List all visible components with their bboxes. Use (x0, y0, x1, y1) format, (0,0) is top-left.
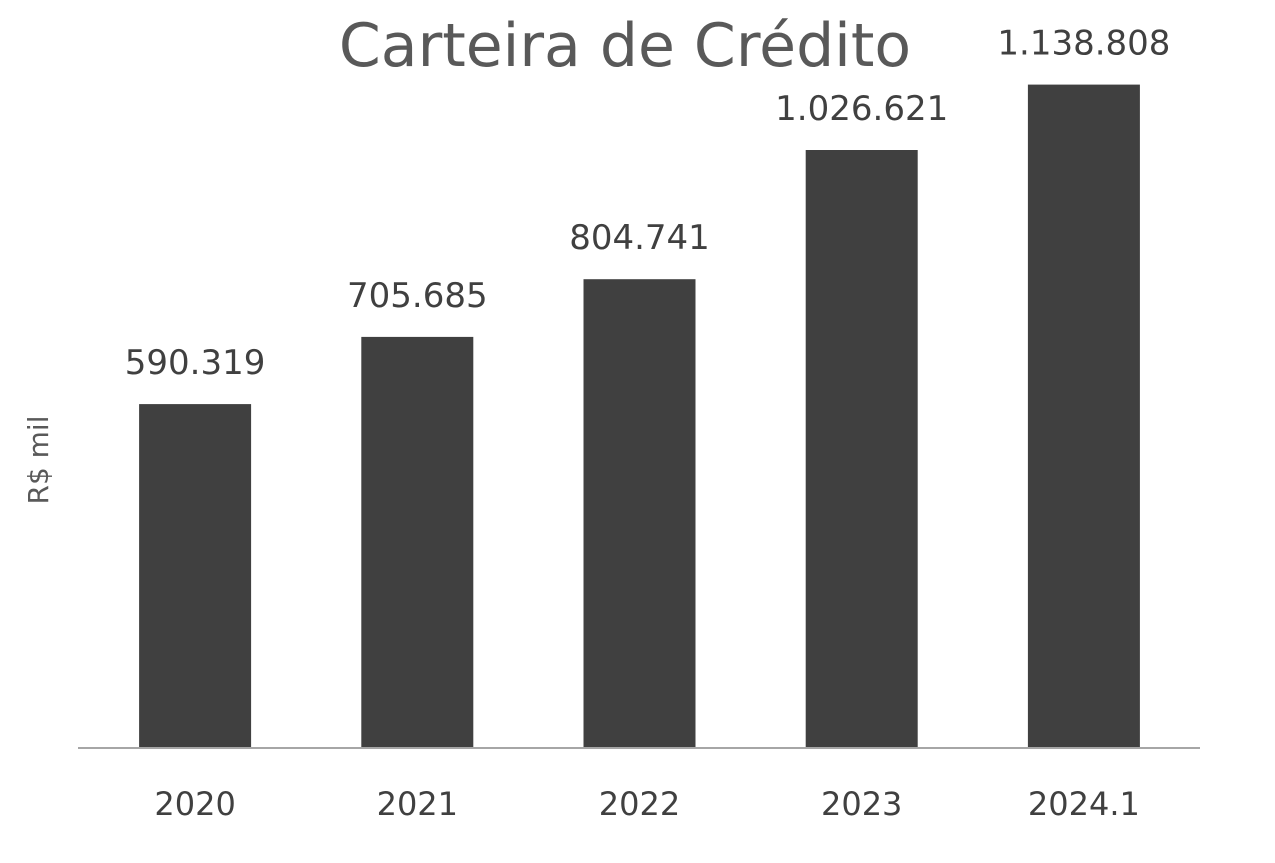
data-labels-layer: 590.319 705.685 804.741 1.026.621 1.138.808 (125, 24, 1171, 384)
x-tick-label-2023: 2023 (821, 785, 902, 823)
chart-title: Carteira de Crédito (339, 11, 911, 81)
data-label-2024.1: 1.138.808 (997, 24, 1170, 64)
bar-2022 (583, 279, 696, 748)
bar-2020 (139, 404, 252, 748)
bar-2021 (361, 336, 474, 748)
x-tick-label-2024.1: 2024.1 (1028, 785, 1140, 823)
data-label-2022: 804.741 (569, 218, 710, 258)
bar-2023 (805, 150, 918, 748)
data-label-2023: 1.026.621 (775, 89, 948, 129)
x-tick-label-2021: 2021 (377, 785, 458, 823)
data-label-2020: 590.319 (125, 343, 266, 383)
bars-layer (139, 84, 1140, 749)
x-tick-label-2022: 2022 (599, 785, 680, 823)
bar-2024.1 (1027, 84, 1140, 749)
y-axis-label: R$ mil (22, 415, 55, 504)
x-axis-tick-labels: 2020 2021 2022 2023 2024.1 (154, 785, 1140, 823)
data-label-2021: 705.685 (347, 276, 488, 316)
x-tick-label-2020: 2020 (154, 785, 235, 823)
